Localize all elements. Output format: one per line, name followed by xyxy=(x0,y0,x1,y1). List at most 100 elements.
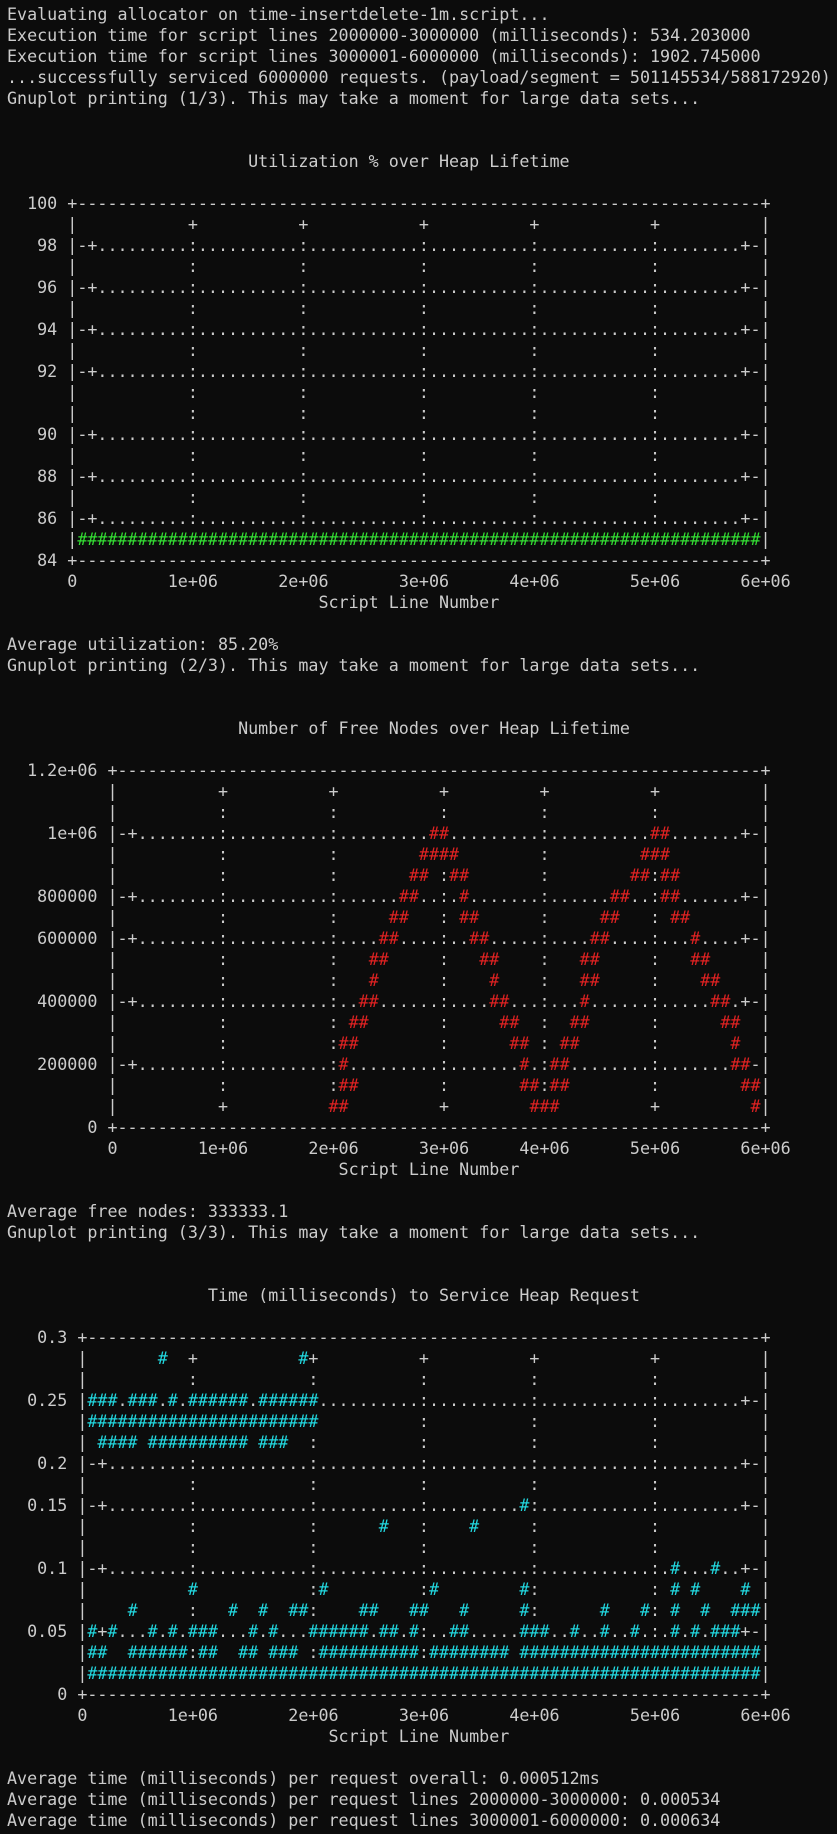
plot-mark: # xyxy=(489,970,500,990)
plot-mark: # xyxy=(599,1600,610,1620)
plot-text: . xyxy=(177,1621,188,1641)
plot-text xyxy=(680,1579,690,1599)
plot-mark: #### xyxy=(418,844,460,864)
plot-text: .......:...... xyxy=(469,886,610,906)
plot-text: : xyxy=(499,949,580,969)
plot-mark: ## xyxy=(328,1096,349,1116)
plot-mark: # xyxy=(368,970,379,990)
plot-row: | : : : : : | xyxy=(7,802,771,822)
plot-mark: ###### xyxy=(308,1621,369,1641)
blank-line xyxy=(7,1180,837,1201)
plot-row: | : : ## : ## : ## : ## | xyxy=(7,1012,837,1033)
plot-mark: # xyxy=(700,1600,711,1620)
plot-text: ....:... xyxy=(609,928,691,948)
plot-text: .........:....... xyxy=(348,1054,520,1074)
plot-mark: ### xyxy=(87,1390,118,1410)
plot-mark: ## xyxy=(599,907,620,927)
plot-mark: ## xyxy=(660,886,681,906)
plot-mark: # xyxy=(167,1390,178,1410)
plot-mark: ## xyxy=(730,1054,751,1074)
plot-mark: ## xyxy=(479,949,500,969)
plot-mark: # xyxy=(670,1558,681,1578)
plot-mark: ## xyxy=(368,949,389,969)
plot-mark: ### xyxy=(730,1600,761,1620)
plot-text: . xyxy=(680,1621,691,1641)
plot-text: : xyxy=(569,1075,741,1095)
plot-mark: ## xyxy=(408,1600,429,1620)
plot-row: 100 +-----------------------------------… xyxy=(7,193,771,213)
plot-text: ......:.... xyxy=(378,991,490,1011)
plot-mark: # xyxy=(268,1621,279,1641)
plot-row: 0.05 |#+#...#.#.###...#.#...######.##.#:… xyxy=(7,1621,837,1642)
plot-text: : xyxy=(418,1642,429,1662)
plot-row: | # : # # ##: ## ## # #: # #: # # ###| xyxy=(7,1600,837,1621)
plot-text: ......:..... xyxy=(589,991,711,1011)
plot-mark: ### xyxy=(710,1621,741,1641)
plot-text: | xyxy=(760,1663,771,1683)
output-line: Average utilization: 85.20% xyxy=(7,634,279,654)
plot-text: .......+-| xyxy=(670,823,771,843)
plot-text: : xyxy=(378,970,490,990)
plot-mark: ## xyxy=(338,1075,359,1095)
plot-text: + xyxy=(97,1621,108,1641)
plot-text: : xyxy=(308,1600,359,1620)
plot-text: | : : xyxy=(7,907,389,927)
plot-text: ..... xyxy=(469,1621,520,1641)
plot-text: : xyxy=(589,1012,721,1032)
plot-text: :.. xyxy=(418,1621,450,1641)
plot-row: | : : ## : ## : ## : ## | xyxy=(7,949,837,970)
plot-text: : : : | xyxy=(318,1411,771,1431)
plot-mark: # xyxy=(248,1621,259,1641)
plot-mark: # xyxy=(127,1600,138,1620)
plot-mark: ###### xyxy=(187,1390,249,1410)
plot-mark: ## xyxy=(499,1012,520,1032)
plot-text: | xyxy=(750,1579,771,1599)
plot-text: : xyxy=(388,1516,470,1536)
plot-row: | : : #### : ### | xyxy=(7,844,837,865)
plot-text: : xyxy=(368,1012,500,1032)
plot-mark: # xyxy=(639,1600,650,1620)
plot-mark: ### xyxy=(187,1621,218,1641)
plot-mark: ## xyxy=(700,970,721,990)
plot-mark: ## xyxy=(378,928,399,948)
plot-text: 800000 |-+........:..........:...... xyxy=(7,886,399,906)
plot-text xyxy=(138,1432,148,1452)
plot-title: Number of Free Nodes over Heap Lifetime xyxy=(238,718,630,738)
plot-mark: # xyxy=(670,1579,681,1599)
output-line: Average time (milliseconds) per request … xyxy=(7,1768,600,1788)
plot-text: : xyxy=(599,949,691,969)
plot-mark: ## xyxy=(459,907,480,927)
plot-text: | xyxy=(690,907,771,927)
plot-text: | xyxy=(760,529,771,549)
plot-row: |#######################################… xyxy=(7,1663,837,1684)
plot-text: .. xyxy=(549,1621,570,1641)
plot-mark: ### xyxy=(639,844,671,864)
plot-mark: # xyxy=(690,928,701,948)
plot-text xyxy=(218,1642,238,1662)
plot-text: | : : xyxy=(7,865,409,885)
plot-row: |####################### : : : | xyxy=(7,1411,837,1432)
plot-text: | xyxy=(760,1075,771,1095)
plot-mark: # xyxy=(519,1495,530,1515)
plot-text: + xyxy=(167,1348,299,1368)
plot-text: ... xyxy=(680,1558,711,1578)
plot-mark: # xyxy=(740,1579,751,1599)
plot-text: ..: xyxy=(629,886,661,906)
plot-text: : xyxy=(469,865,630,885)
plot-text: : xyxy=(519,1012,570,1032)
plot-mark: ########################################… xyxy=(87,1663,761,1683)
plot-text: | : : xyxy=(7,949,369,969)
plot-mark: ## xyxy=(358,991,379,1011)
plot-text: | xyxy=(7,529,78,549)
plot-text: : xyxy=(479,907,600,927)
blank-line xyxy=(7,739,837,760)
plot-text: | + xyxy=(7,1096,329,1116)
blank-line xyxy=(7,109,837,130)
plot-mark: ## xyxy=(469,928,490,948)
plot-mark: ########## xyxy=(318,1642,419,1662)
plot-text: 400000 |-+........:..........:.. xyxy=(7,991,359,1011)
plot-text: . xyxy=(398,1621,409,1641)
plot-text: 200000 |-+........:..........: xyxy=(7,1054,339,1074)
